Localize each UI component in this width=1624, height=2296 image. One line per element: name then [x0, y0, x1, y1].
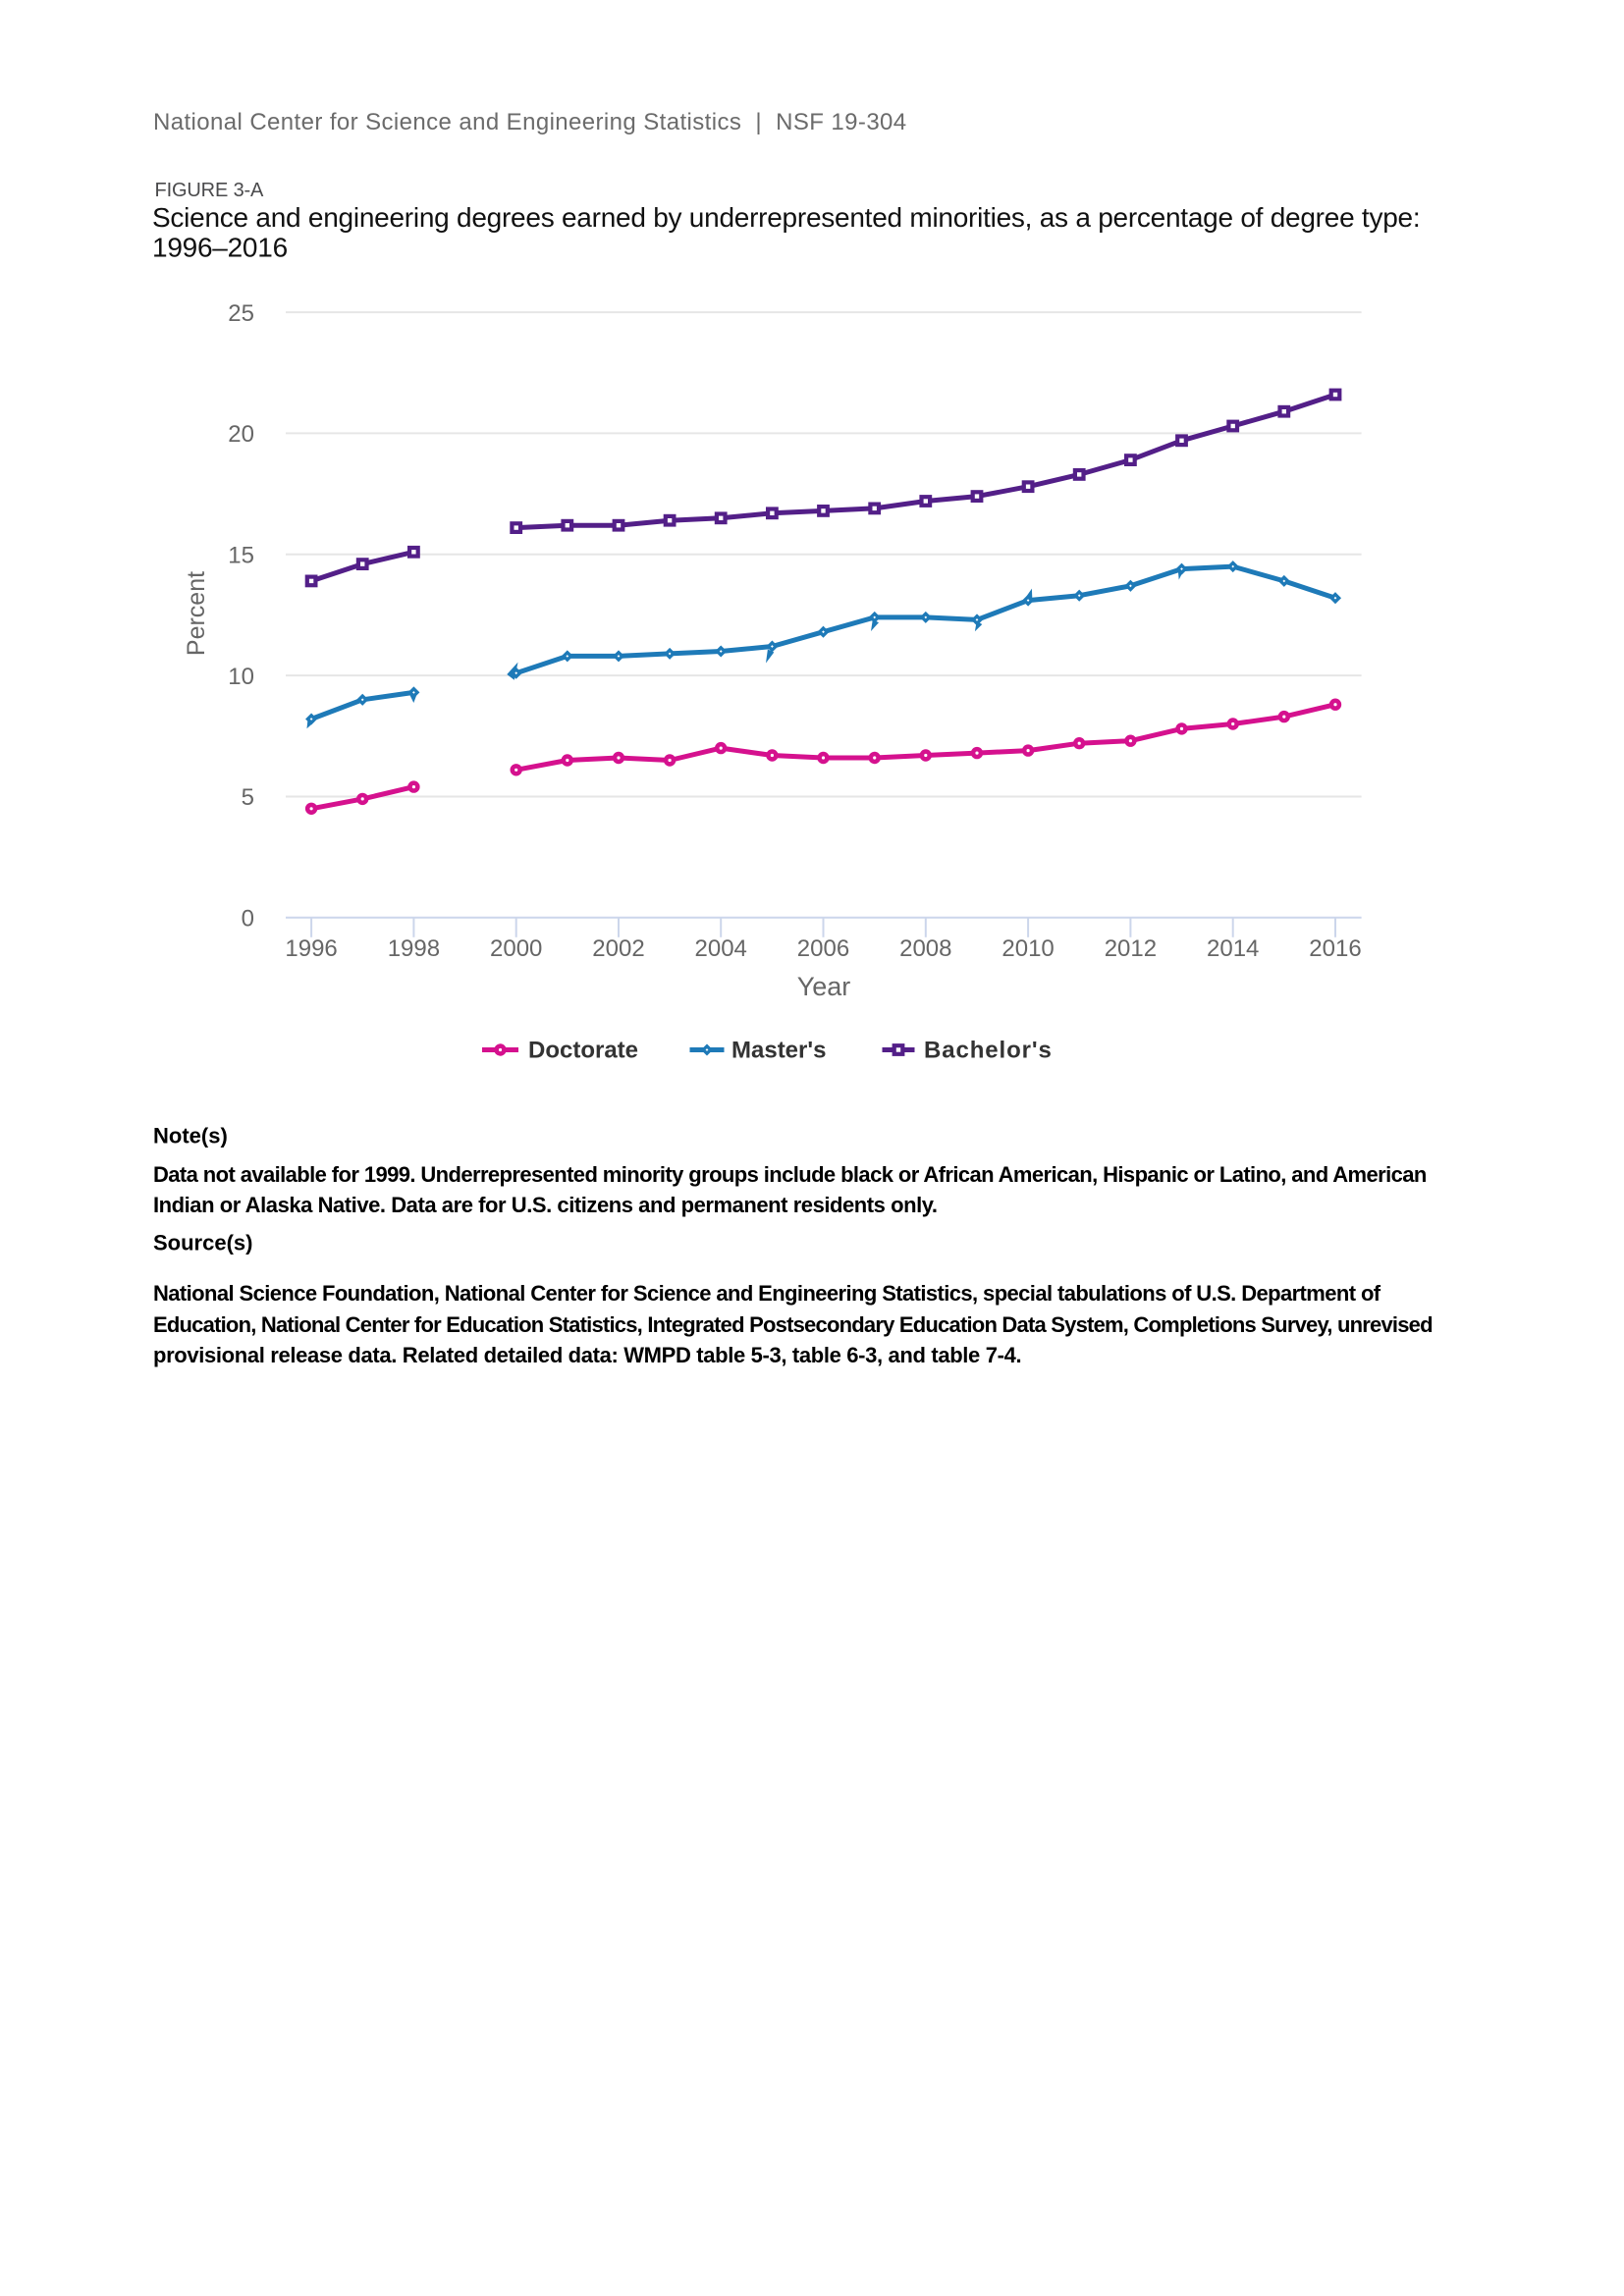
svg-text:0: 0: [242, 906, 254, 933]
svg-text:15: 15: [228, 543, 254, 569]
svg-text:2004: 2004: [695, 935, 747, 962]
svg-text:2014: 2014: [1207, 935, 1259, 962]
svg-text:2002: 2002: [592, 935, 644, 962]
svg-text:FIGURE 3-A: FIGURE 3-A: [155, 180, 265, 201]
svg-text:Note(s): Note(s): [153, 1124, 228, 1148]
svg-text:Year: Year: [797, 972, 851, 1001]
svg-text:Source(s): Source(s): [153, 1231, 252, 1255]
svg-text:National Science Foundation, N: National Science Foundation, National Ce…: [153, 1281, 1381, 1306]
svg-text:2012: 2012: [1105, 935, 1157, 962]
svg-text:10: 10: [228, 664, 254, 690]
svg-text:Indian or Alaska Native. Data: Indian or Alaska Native. Data are for U.…: [153, 1193, 938, 1217]
svg-text:Bachelor's: Bachelor's: [924, 1037, 1053, 1063]
svg-text:Percent: Percent: [183, 571, 210, 656]
svg-text:1996: 1996: [285, 935, 337, 962]
svg-text:2010: 2010: [1001, 935, 1054, 962]
svg-text:2016: 2016: [1309, 935, 1361, 962]
svg-text:5: 5: [242, 784, 254, 811]
svg-text:Master's: Master's: [731, 1037, 826, 1063]
svg-text:Education, National Center for: Education, National Center for Education…: [153, 1312, 1433, 1337]
svg-text:2006: 2006: [797, 935, 849, 962]
svg-text:20: 20: [228, 421, 254, 448]
svg-text:2008: 2008: [899, 935, 951, 962]
svg-text:Data not available for 1999. U: Data not available for 1999. Underrepres…: [153, 1162, 1427, 1187]
svg-text:1998: 1998: [388, 935, 440, 962]
svg-text:2000: 2000: [490, 935, 542, 962]
svg-text:25: 25: [228, 300, 254, 327]
svg-text:Science and engineering degree: Science and engineering degrees earned b…: [152, 202, 1420, 233]
svg-text:1996–2016: 1996–2016: [152, 233, 288, 263]
svg-text:National Center for Science an: National Center for Science and Engineer…: [153, 109, 907, 135]
svg-text:Doctorate: Doctorate: [528, 1037, 638, 1063]
svg-text:provisional release data. Rela: provisional release data. Related detail…: [153, 1343, 1021, 1367]
